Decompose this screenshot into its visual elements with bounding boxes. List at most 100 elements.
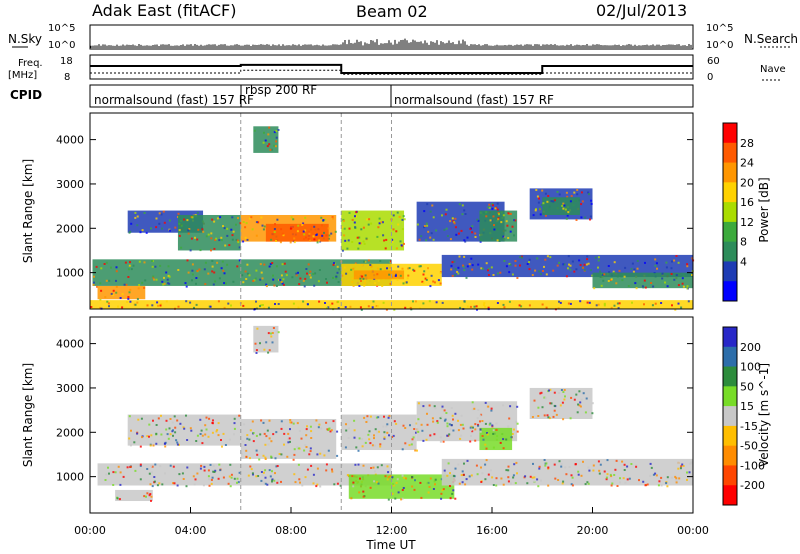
- velocity-speck: [268, 469, 271, 472]
- time-tick-label: 04:00: [175, 524, 207, 537]
- velocity-speck: [148, 472, 151, 475]
- power-speck: [276, 218, 279, 221]
- power-speck: [505, 265, 508, 268]
- power-speck: [429, 210, 432, 213]
- power-speck: [236, 239, 239, 242]
- velocity-speck: [440, 415, 443, 418]
- power-speck: [267, 306, 270, 309]
- power-speck: [136, 215, 139, 218]
- velocity-speck: [510, 436, 513, 439]
- velocity-speck: [552, 415, 555, 418]
- power-speck: [424, 277, 427, 280]
- velocity-speck: [544, 464, 547, 467]
- velocity-speck: [536, 478, 539, 481]
- power-speck: [673, 259, 676, 262]
- power-speck: [422, 281, 425, 284]
- velocity-speck: [387, 498, 390, 501]
- power-speck: [496, 208, 499, 211]
- power-speck: [491, 204, 494, 207]
- velocity-speck: [250, 468, 253, 471]
- power-region: [542, 197, 580, 215]
- velocity-speck: [153, 476, 156, 478]
- velocity-speck: [502, 438, 505, 441]
- power-region: [341, 210, 405, 251]
- velocity-speck: [309, 450, 312, 453]
- power-speck: [145, 231, 148, 234]
- velocity-speck: [145, 495, 147, 498]
- velocity-speck: [373, 444, 376, 447]
- velocity-speck: [159, 465, 162, 468]
- power-speck: [257, 221, 260, 224]
- velocity-speck: [353, 419, 356, 422]
- power-speck: [618, 269, 621, 272]
- power-speck: [487, 306, 490, 309]
- power-speck: [456, 270, 459, 273]
- power-speck: [341, 226, 344, 229]
- power-speck: [591, 274, 594, 277]
- power-speck: [183, 218, 186, 221]
- velocity-speck: [169, 418, 172, 420]
- velocity-speck: [412, 436, 415, 439]
- power-speck: [686, 263, 689, 266]
- velocity-speck: [471, 408, 474, 411]
- power-speck: [483, 302, 486, 305]
- velocity-speck: [565, 473, 568, 476]
- power-speck: [187, 229, 190, 232]
- velocity-speck: [432, 488, 435, 490]
- velocity-speck: [610, 475, 613, 478]
- power-speck: [202, 230, 205, 233]
- velocity-speck: [376, 431, 379, 434]
- power-speck: [589, 269, 592, 272]
- power-speck: [213, 271, 216, 274]
- power-speck: [474, 236, 477, 238]
- cpid-segment-1: normalsound (fast) 157 RF: [94, 93, 254, 107]
- power-speck: [326, 281, 328, 284]
- power-speck: [396, 211, 399, 214]
- power-speck: [275, 265, 278, 268]
- power-speck: [246, 272, 249, 275]
- velocity-speck: [348, 474, 351, 477]
- power-speck: [263, 225, 266, 228]
- power-speck: [136, 224, 139, 227]
- power-speck: [325, 307, 328, 310]
- power-speck: [565, 275, 568, 278]
- power-speck: [302, 279, 305, 282]
- power-colorbar-frame: [722, 122, 738, 302]
- velocity-speck: [539, 392, 542, 395]
- velocity-speck: [677, 462, 680, 465]
- power-speck: [130, 222, 133, 225]
- power-speck: [160, 213, 163, 216]
- power-speck: [416, 223, 419, 226]
- velocity-speck: [364, 441, 367, 444]
- power-speck: [660, 302, 663, 304]
- power-speck: [578, 259, 581, 262]
- velocity-speck: [609, 473, 612, 476]
- velocity-speck: [576, 411, 579, 414]
- power-speck: [266, 145, 269, 148]
- velocity-speck: [308, 453, 311, 456]
- velocity-speck: [254, 342, 257, 345]
- velocity-speck: [150, 434, 153, 437]
- velocity-speck: [419, 481, 422, 484]
- power-speck: [408, 267, 411, 270]
- power-speck: [462, 264, 464, 267]
- power-speck: [600, 284, 603, 287]
- velocity-speck: [207, 475, 210, 478]
- power-speck: [612, 270, 615, 273]
- velocity-speck: [305, 446, 308, 448]
- power-speck: [153, 278, 156, 281]
- power-speck: [269, 263, 272, 265]
- velocity-speck: [160, 414, 162, 417]
- velocity-speck: [325, 463, 328, 466]
- velocity-speck: [152, 444, 155, 447]
- velocity-speck: [382, 425, 385, 428]
- velocity-colorbar-tick: -200: [740, 479, 765, 492]
- power-speck: [385, 308, 388, 311]
- velocity-speck: [426, 423, 429, 426]
- power-speck: [544, 214, 547, 217]
- power-speck: [399, 274, 402, 277]
- velocity-speck: [233, 427, 236, 430]
- velocity-speck: [107, 466, 109, 469]
- power-speck: [273, 228, 276, 230]
